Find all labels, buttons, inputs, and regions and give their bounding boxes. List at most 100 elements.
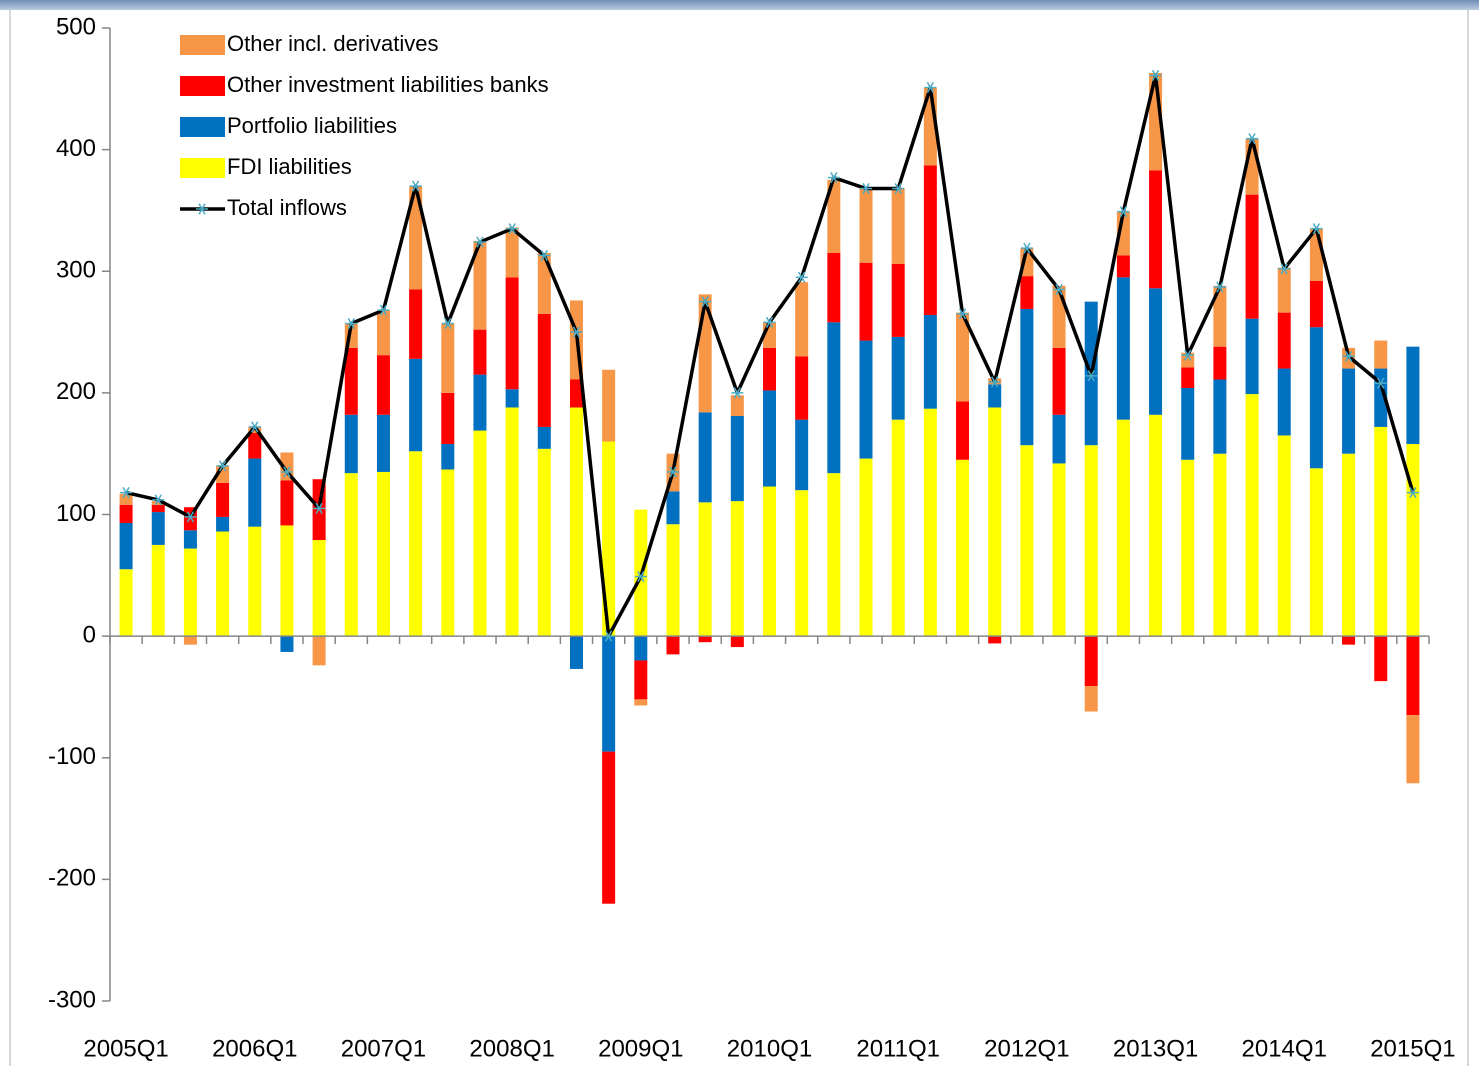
marker-stroke	[508, 223, 516, 235]
bar	[1213, 379, 1227, 454]
bar	[1245, 394, 1259, 637]
line-marker	[1278, 263, 1291, 275]
line-marker	[1085, 370, 1098, 382]
line-marker	[1149, 69, 1162, 82]
line-marker	[409, 180, 422, 192]
bar	[409, 186, 423, 290]
y-tick-label: 500	[56, 13, 96, 40]
marker-stroke	[411, 180, 420, 192]
marker-stroke	[1344, 350, 1353, 362]
bar	[344, 414, 358, 474]
bar	[473, 430, 487, 637]
marker-stroke	[347, 317, 355, 330]
bar	[795, 282, 809, 357]
bar	[1084, 685, 1098, 712]
y-tick-label: -300	[48, 986, 96, 1013]
bar	[730, 415, 744, 502]
bar	[666, 524, 680, 637]
marker-stroke	[765, 316, 774, 328]
line-marker	[924, 82, 937, 94]
x-tick-label: 2012Q1	[984, 1035, 1069, 1062]
line-marker	[1053, 283, 1066, 296]
line-marker	[216, 460, 229, 472]
x-tick-label: 2007Q1	[341, 1035, 426, 1062]
line-marker	[280, 466, 293, 478]
bar	[859, 458, 873, 637]
line-marker	[570, 326, 583, 338]
legend-label: Other incl. derivatives	[227, 31, 439, 56]
line-marker	[827, 172, 840, 184]
bar	[827, 322, 841, 474]
line-marker	[602, 630, 615, 642]
bar	[1213, 346, 1227, 380]
bar	[795, 356, 809, 420]
x-tick-label: 2005Q1	[83, 1035, 168, 1062]
marker-stroke	[830, 172, 838, 184]
bar	[1149, 288, 1163, 415]
bar	[505, 227, 519, 278]
marker-stroke	[476, 236, 484, 248]
line-marker	[699, 296, 712, 308]
bar	[891, 336, 905, 420]
bar	[312, 540, 326, 637]
marker-stroke	[1055, 283, 1063, 296]
bar	[151, 504, 165, 513]
bar	[409, 289, 423, 359]
marker-stroke	[186, 511, 195, 523]
marker-stroke	[572, 326, 581, 338]
bar	[1084, 636, 1098, 686]
bar	[505, 389, 519, 408]
bar	[602, 636, 616, 752]
x-tick-label: 2014Q1	[1242, 1035, 1327, 1062]
bar	[988, 384, 1002, 408]
bar	[1181, 388, 1195, 460]
bar	[441, 323, 455, 393]
bar	[248, 458, 262, 527]
bar	[698, 412, 712, 503]
x-tick-label: 2011Q1	[856, 1035, 940, 1062]
line-marker	[1246, 133, 1259, 145]
bar	[827, 473, 841, 637]
marker-stroke	[198, 203, 206, 215]
bar	[1277, 312, 1291, 369]
legend-swatch	[180, 76, 225, 96]
legend-marker	[196, 203, 208, 215]
marker-stroke	[894, 182, 902, 195]
y-tick-label: -100	[48, 743, 96, 770]
bar	[119, 523, 133, 570]
line-marker	[1310, 223, 1323, 235]
line-marker	[538, 249, 551, 262]
bar	[891, 419, 905, 637]
bar	[1020, 276, 1034, 309]
y-tick-label: 400	[56, 135, 96, 162]
marker-stroke	[218, 460, 227, 472]
legend-label: Portfolio liabilities	[227, 113, 397, 138]
bar	[473, 374, 487, 431]
bar	[1342, 453, 1356, 637]
marker-stroke	[315, 502, 323, 514]
line-marker	[184, 511, 197, 523]
bar	[441, 469, 455, 637]
line-marker	[120, 487, 133, 499]
x-tick-label: 2013Q1	[1113, 1035, 1198, 1062]
line-marker	[731, 387, 744, 399]
bar	[1406, 346, 1420, 444]
bar	[730, 501, 744, 637]
bar	[473, 240, 487, 330]
bar	[1277, 267, 1291, 313]
line-marker	[1374, 377, 1387, 389]
line-marker	[248, 421, 261, 433]
bar	[666, 491, 680, 525]
bar	[923, 315, 937, 409]
bar	[537, 426, 551, 449]
bar	[505, 407, 519, 637]
bar	[248, 526, 262, 637]
bar	[119, 569, 133, 637]
bar	[1149, 414, 1163, 637]
x-tick-label: 2006Q1	[212, 1035, 297, 1062]
marker-stroke	[637, 570, 645, 583]
bar	[763, 486, 776, 637]
bar	[602, 369, 616, 442]
bar	[569, 407, 583, 637]
bar	[1084, 445, 1098, 637]
